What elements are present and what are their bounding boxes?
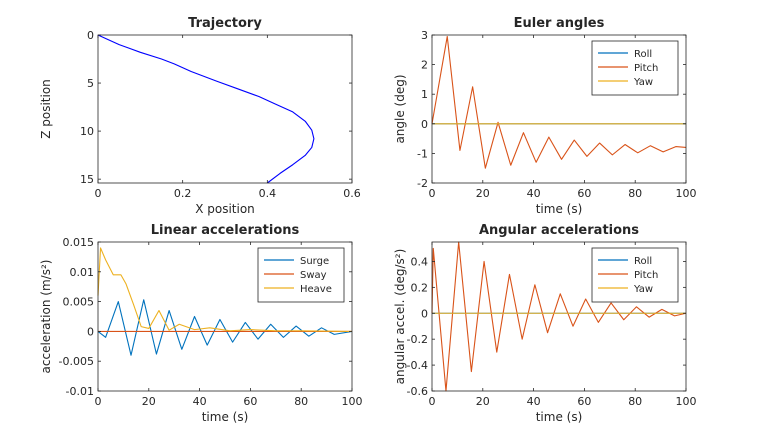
x-tick-label: 0	[95, 187, 102, 200]
x-tick-label: 40	[527, 187, 541, 200]
series-line-0	[97, 34, 315, 184]
x-tick-label: 60	[243, 395, 257, 408]
y-tick-label: 0	[87, 29, 94, 42]
legend-label-roll: Roll	[634, 49, 652, 60]
y-axis-label: angular accel. (deg/s²)	[393, 249, 407, 385]
legend-label-pitch: Pitch	[634, 63, 658, 74]
legend-label-sway: Sway	[300, 270, 327, 281]
y-tick-label: 0.015	[63, 236, 95, 249]
x-tick-label: 80	[294, 395, 308, 408]
y-tick-label: -0.2	[407, 333, 428, 346]
y-tick-label: 15	[80, 173, 94, 186]
legend-label-roll: Roll	[634, 256, 652, 267]
x-axis-label: time (s)	[536, 202, 583, 216]
x-tick-label: 0	[429, 187, 436, 200]
legend-box	[257, 247, 345, 303]
x-tick-label: 100	[676, 187, 697, 200]
x-tick-label: 20	[476, 187, 490, 200]
y-tick-label: 0	[421, 118, 428, 131]
x-tick-label: 100	[342, 395, 363, 408]
axes-box	[97, 34, 353, 184]
legend: Roll Pitch Yaw	[591, 247, 679, 303]
y-tick-label: 1	[421, 88, 428, 101]
y-tick-label: 0.005	[63, 296, 95, 309]
x-tick-label: 60	[577, 187, 591, 200]
x-tick-label: 0.4	[259, 187, 277, 200]
x-axis-label: X position	[195, 202, 255, 216]
y-tick-label: 0	[87, 325, 94, 338]
y-tick-label: 5	[87, 77, 94, 90]
x-tick-label: 0	[95, 395, 102, 408]
panel-2: 0 20 40 60 80 100 -0.01 -0.005 0 0.005 0.01 0.015 Li…	[39, 223, 363, 424]
panel-1: 0 20 40 60 80 100 -2 -1 0 1 2 3 Euler angles time (s)…	[393, 16, 697, 216]
legend-box	[591, 40, 679, 96]
legend-label-surge: Surge	[300, 256, 329, 267]
y-tick-label: -0.01	[66, 385, 94, 398]
y-axis-label: angle (deg)	[393, 74, 407, 143]
legend-label-yaw: Yaw	[633, 284, 653, 295]
y-tick-label: 0.4	[411, 255, 429, 268]
x-tick-label: 20	[142, 395, 156, 408]
x-tick-label: 40	[527, 395, 541, 408]
x-tick-label: 0	[429, 395, 436, 408]
plot-area	[98, 35, 352, 183]
y-tick-label: 0	[421, 307, 428, 320]
series-line-pitch	[431, 35, 687, 169]
axes-box	[431, 241, 687, 392]
y-tick-label: -0.005	[59, 355, 94, 368]
y-tick-label: 0.2	[411, 281, 429, 294]
x-tick-label: 40	[193, 395, 207, 408]
y-tick-label: -0.6	[407, 385, 428, 398]
x-tick-label: 100	[676, 395, 697, 408]
chart-title: Euler angles	[514, 16, 605, 31]
y-tick-label: -0.4	[407, 359, 428, 372]
legend-label-yaw: Yaw	[633, 77, 653, 88]
axes-box	[431, 34, 687, 184]
legend: Surge Sway Heave	[257, 247, 345, 303]
x-tick-label: 60	[577, 395, 591, 408]
axes-box	[97, 241, 353, 392]
y-axis-label: acceleration (m/s²)	[39, 260, 53, 374]
series-line-heave	[97, 247, 353, 332]
y-tick-label: -2	[417, 177, 428, 190]
series-line-surge	[97, 299, 353, 356]
y-tick-label: 0.01	[70, 266, 95, 279]
legend: Roll Pitch Yaw	[591, 40, 679, 96]
x-tick-label: 20	[476, 395, 490, 408]
legend-label-heave: Heave	[300, 284, 332, 295]
x-tick-label: 80	[628, 395, 642, 408]
chart-title: Linear accelerations	[151, 223, 300, 238]
x-tick-label: 0.6	[343, 187, 361, 200]
legend-label-pitch: Pitch	[634, 270, 658, 281]
panel-3: 0 20 40 60 80 100 -0.6 -0.4 -0.2 0 0.2 0.4 Angular a…	[393, 223, 697, 424]
x-axis-label: time (s)	[536, 410, 583, 424]
chart-title: Trajectory	[188, 16, 262, 31]
y-tick-label: 3	[421, 29, 428, 42]
panel-0: 0 0.2 0.4 0.6 0 5 10 15 Trajectory X position Z po…	[39, 16, 361, 216]
x-axis-label: time (s)	[202, 410, 249, 424]
y-axis-label: Z position	[39, 79, 53, 139]
y-tick-label: 10	[80, 125, 94, 138]
y-tick-label: 2	[421, 59, 428, 72]
x-tick-label: 80	[628, 187, 642, 200]
chart-title: Angular accelerations	[479, 223, 639, 238]
legend-box	[591, 247, 679, 303]
x-tick-label: 0.2	[174, 187, 192, 200]
y-tick-label: -1	[417, 147, 428, 160]
